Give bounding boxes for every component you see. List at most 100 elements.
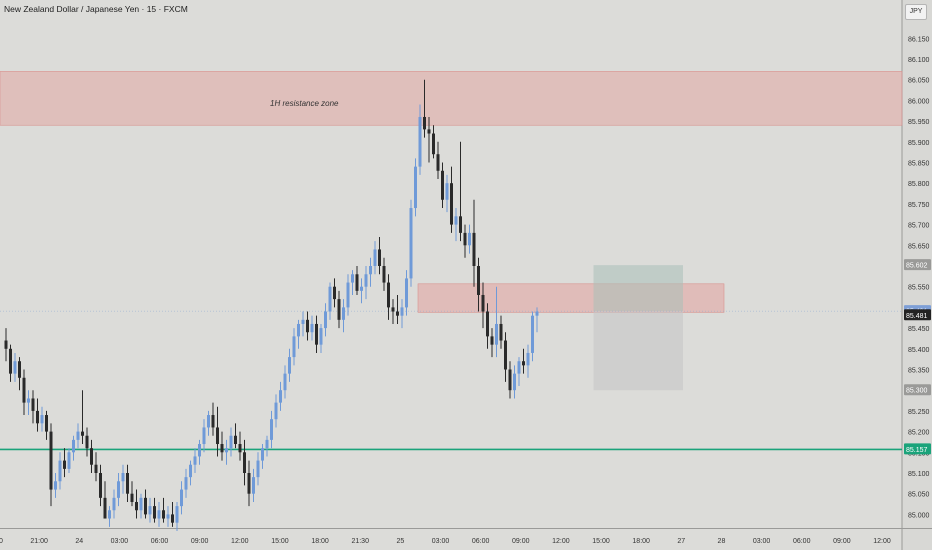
- price-label-text: 85.157: [906, 447, 928, 454]
- candle-body: [274, 402, 278, 420]
- candle-body: [364, 274, 368, 287]
- candle-body: [171, 514, 174, 523]
- candle-body: [297, 323, 300, 337]
- candle-body: [157, 510, 161, 519]
- price-tick-label: 85.350: [908, 368, 930, 375]
- candle-body: [40, 415, 44, 424]
- candle-body: [391, 307, 395, 312]
- candle-body: [117, 481, 120, 498]
- candle-body: [490, 336, 494, 345]
- price-tick-label: 85.550: [908, 285, 930, 292]
- price-tick-label: 86.000: [908, 98, 930, 105]
- candle-body: [90, 448, 93, 465]
- time-tick-label: 06:00: [793, 538, 811, 545]
- candle-body: [387, 282, 390, 308]
- candle-body: [63, 460, 66, 469]
- candle-body: [211, 415, 215, 428]
- time-tick-label: 27: [677, 538, 685, 545]
- candle-body: [508, 369, 512, 391]
- candle-body: [153, 506, 156, 519]
- candle-body: [234, 435, 237, 445]
- price-tick-label: 85.100: [908, 471, 930, 478]
- price-label-tag: 85.157: [904, 443, 931, 455]
- price-tick-label: 85.050: [908, 492, 930, 499]
- price-tick-label: 86.100: [908, 57, 930, 64]
- price-tick-label: 85.200: [908, 430, 930, 437]
- candle-body: [486, 311, 489, 337]
- candle-body: [256, 460, 260, 478]
- candle-body: [481, 294, 485, 312]
- candle-body: [31, 398, 35, 411]
- candle-body: [531, 315, 534, 353]
- candle-body: [225, 448, 228, 453]
- candle-body: [139, 497, 143, 511]
- candle-body: [103, 497, 107, 519]
- candle-body: [369, 266, 372, 275]
- price-tick-label: 85.650: [908, 243, 930, 250]
- candle-body: [463, 232, 467, 246]
- candle-body: [517, 361, 521, 374]
- candle-body: [513, 373, 516, 391]
- candle-body: [247, 473, 251, 494]
- candle-body: [378, 249, 381, 266]
- candle-body: [526, 352, 530, 366]
- time-tick-label: 24: [75, 538, 83, 545]
- candle-body: [351, 274, 354, 283]
- candle-body: [423, 116, 426, 130]
- time-axis: 00 21:00 24 03:00 06:00 09:00 12:00 15:00 18:00 2…: [0, 538, 891, 545]
- candle-body: [108, 510, 111, 519]
- candle-body: [220, 444, 224, 453]
- price-tick-label: 85.400: [908, 347, 930, 354]
- candle-body: [202, 427, 206, 445]
- candle-body: [373, 249, 377, 266]
- price-tick-label: 85.700: [908, 223, 930, 230]
- price-tick-label: 85.750: [908, 202, 930, 209]
- price-tick-label: 86.050: [908, 78, 930, 85]
- time-tick-label: 12:00: [873, 538, 891, 545]
- candle-body: [229, 435, 233, 449]
- price-label-bg: [904, 309, 931, 321]
- time-tick-label: 06:00: [472, 538, 490, 545]
- resistance-zone-label: 1H resistance zone: [270, 99, 339, 108]
- candle-body: [198, 444, 201, 457]
- candle-body: [36, 410, 39, 424]
- currency-button[interactable]: JPY: [905, 4, 927, 20]
- price-tick-label: 85.250: [908, 409, 930, 416]
- candle-body: [337, 299, 341, 320]
- price-label-bg: [904, 384, 931, 396]
- candle-body: [315, 323, 318, 345]
- price-label-tag: 85.602: [904, 259, 931, 271]
- candle-body: [346, 282, 350, 308]
- candle-body: [193, 456, 197, 465]
- candle-body: [432, 133, 435, 155]
- candle-body: [535, 311, 539, 316]
- candle-body: [180, 489, 183, 507]
- candle-body: [396, 311, 399, 316]
- price-tick-label: 85.800: [908, 181, 930, 188]
- candle-body: [382, 266, 386, 283]
- position-stop-zone: [593, 311, 683, 391]
- candle-body: [279, 390, 282, 403]
- candle-body: [76, 431, 80, 440]
- candle-body: [135, 501, 138, 511]
- candle-body: [333, 286, 336, 300]
- candle-body: [252, 477, 255, 494]
- time-tick-label: 00: [0, 538, 3, 545]
- price-tick-label: 85.450: [908, 326, 930, 333]
- time-tick-label: 15:00: [271, 538, 289, 545]
- time-tick-label: 28: [718, 538, 726, 545]
- resistance-zone: [0, 71, 903, 126]
- candle-body: [18, 361, 21, 378]
- time-tick-label: 09:00: [833, 538, 851, 545]
- price-label-tag: 85.481: [904, 309, 931, 321]
- candle-body: [436, 154, 440, 171]
- time-tick-label: 03:00: [753, 538, 771, 545]
- candle-body: [189, 464, 192, 478]
- candle-body: [427, 129, 431, 134]
- candle-body: [360, 286, 363, 291]
- candle-body: [72, 439, 75, 453]
- candle-body: [207, 415, 210, 428]
- price-label-text: 85.481: [906, 313, 928, 320]
